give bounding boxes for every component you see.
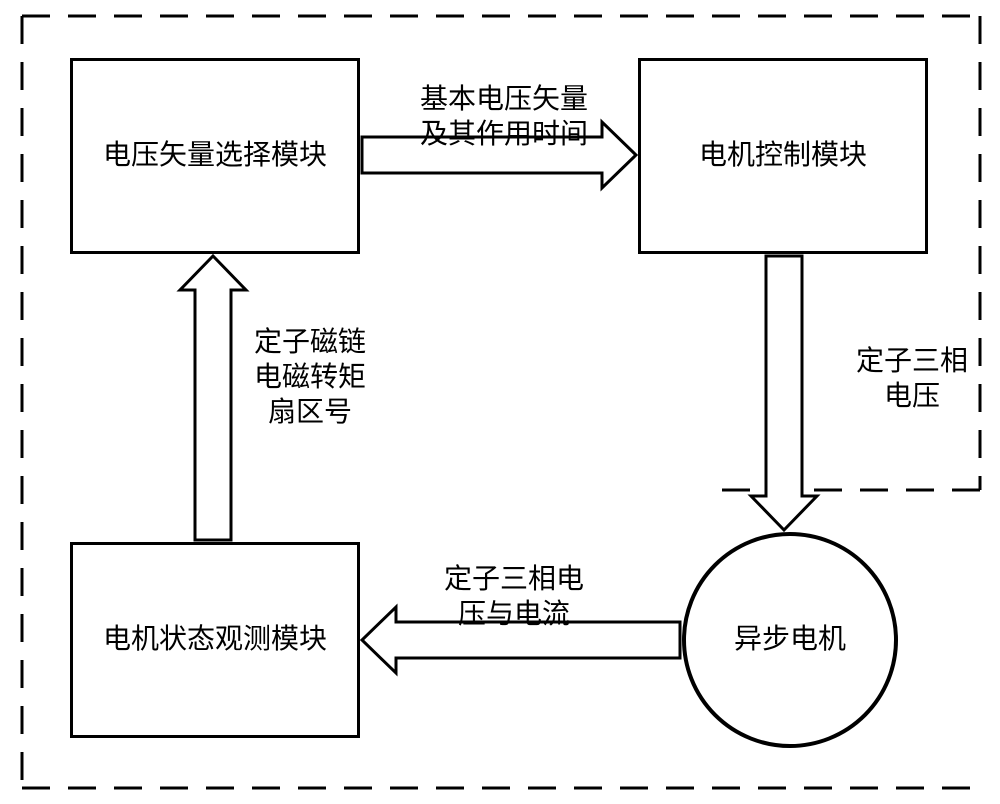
edge-label-e4: 定子磁链 电磁转矩 扇区号 <box>240 325 380 430</box>
node-motor-control: 电机控制模块 <box>638 58 928 254</box>
node-async-motor: 异步电机 <box>682 532 898 748</box>
node-voltage-vector-select: 电压矢量选择模块 <box>70 58 360 254</box>
node-label: 电压矢量选择模块 <box>103 138 327 174</box>
node-state-observe: 电机状态观测模块 <box>70 542 360 738</box>
node-label: 电机状态观测模块 <box>103 622 327 658</box>
node-label: 异步电机 <box>734 622 846 658</box>
edge-label-e2: 定子三相 电压 <box>842 344 982 414</box>
edge-label-e1: 基本电压矢量 及其作用时间 <box>394 82 614 152</box>
edge-label-e3: 定子三相电 压与电流 <box>424 562 604 632</box>
node-label: 电机控制模块 <box>699 138 867 174</box>
